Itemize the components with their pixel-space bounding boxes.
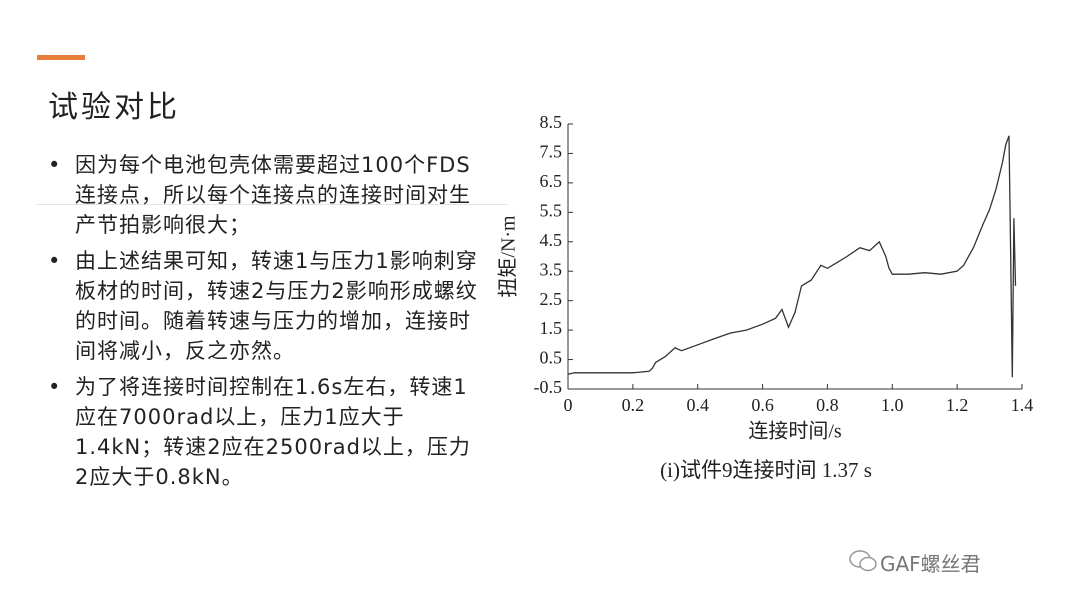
x-tick-label: 0.4 [686, 395, 709, 415]
slide-title: 试验对比 [48, 90, 180, 125]
accent-bar [37, 55, 85, 60]
bullet: 因为每个电池包壳体需要超过100个FDS连接点，所以每个连接点的连接时间对生产节… [48, 150, 478, 240]
y-tick-label: 2.5 [540, 289, 563, 309]
torque-line [567, 135, 1017, 378]
y-tick-label: 5.5 [540, 200, 563, 220]
x-tick-label: 1.2 [946, 395, 969, 415]
y-tick-label: 0.5 [540, 348, 563, 368]
wechat-icon [849, 550, 877, 572]
y-tick-label: 3.5 [540, 259, 563, 279]
x-tick-label: 1.4 [1011, 395, 1034, 415]
y-tick-label: 8.5 [540, 112, 563, 132]
bullet-list: 因为每个电池包壳体需要超过100个FDS连接点，所以每个连接点的连接时间对生产节… [48, 150, 478, 498]
y-tick-label: 4.5 [540, 230, 563, 250]
caption: (i)试件9连接时间 1.37 s [660, 458, 872, 482]
bullet: 为了将连接时间控制在1.6s左右，转速1应在7000rad以上，压力1应大于1.… [48, 372, 478, 492]
x-axis-label: 连接时间/s [748, 420, 842, 443]
y-tick-label: -0.5 [534, 377, 563, 397]
y-tick-label: 1.5 [540, 318, 563, 338]
watermark: GAF螺丝君 [880, 552, 981, 576]
y-tick-label: 7.5 [540, 142, 563, 162]
x-tick-label: 0.8 [816, 395, 839, 415]
x-tick-label: 1.0 [881, 395, 904, 415]
y-tick-label: 6.5 [540, 171, 563, 191]
x-tick-label: 0 [564, 395, 573, 415]
bullet: 由上述结果可知，转速1与压力1影响刺穿板材的时间，转速2与压力2影响形成螺纹的时… [48, 246, 478, 366]
y-axis-label: 扭矩/N·m [497, 215, 520, 298]
x-tick-label: 0.2 [622, 395, 645, 415]
x-tick-label: 0.6 [751, 395, 774, 415]
